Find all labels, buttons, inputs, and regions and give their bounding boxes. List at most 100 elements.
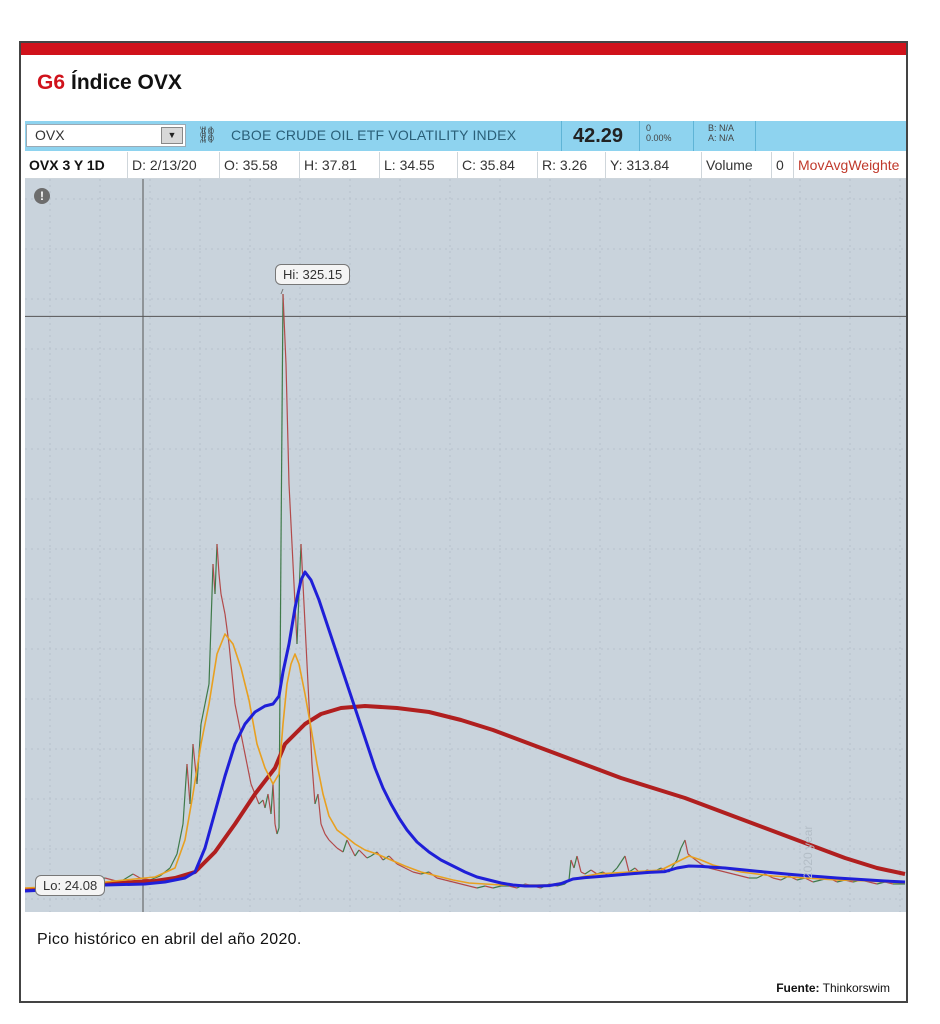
info-close: C: 35.84: [458, 152, 538, 178]
change-block: 0 0.00%: [646, 123, 672, 143]
last-price: 42.29: [573, 125, 624, 147]
medium-moving-average-line: [25, 570, 906, 893]
price-segment: [336, 847, 344, 853]
link-chain-icon[interactable]: ⛓: [197, 127, 218, 144]
price-segment: [264, 793, 269, 809]
price-segment: [234, 703, 240, 725]
pct-change: 0.00%: [646, 133, 672, 143]
price-segment: [282, 293, 287, 365]
net-change: 0: [646, 123, 652, 133]
chart-plot-area[interactable]: ! Hi: 325.15 Lo: 24.08 2020 year: [25, 179, 906, 912]
data-info-bar: OVX 3 Y 1D D: 2/13/20 O: 35.58 H: 37.81 …: [25, 152, 906, 179]
price-segment: [576, 855, 582, 873]
price-segment: [724, 871, 734, 875]
chart-svg: [25, 179, 906, 912]
price-segment: [590, 869, 598, 875]
alert-icon[interactable]: !: [34, 188, 50, 204]
price-segment: [772, 877, 782, 881]
price-segment: [311, 763, 316, 805]
chevron-down-icon[interactable]: ▼: [161, 127, 183, 144]
quote-toolbar: OVX ▼ ⛓ CBOE CRUDE OIL ETF VOLATILITY IN…: [25, 121, 906, 151]
info-y: Y: 313.84: [606, 152, 702, 178]
figure-title-text: Índice OVX: [71, 71, 182, 94]
low-label: Lo: 24.08: [35, 875, 106, 896]
price-segment: [370, 851, 378, 857]
symbol-input[interactable]: OVX ▼: [26, 124, 186, 147]
toolbar-divider: [561, 121, 562, 151]
volume-label: Volume: [702, 152, 772, 178]
info-low: L: 34.55: [380, 152, 458, 178]
price-segment: [484, 885, 494, 889]
accent-bar: [21, 43, 906, 55]
price-segment: [176, 823, 184, 855]
price-segment: [308, 703, 313, 765]
figure-source: Fuente: Thinkorswim: [776, 981, 890, 995]
price-segment: [182, 763, 188, 825]
price-segment: [272, 783, 276, 825]
price-segment: [358, 849, 364, 855]
price-segment: [317, 793, 322, 825]
price-segment: [692, 857, 702, 865]
price-segment: [508, 885, 518, 889]
price-segment: [468, 885, 478, 889]
symbol-description: CBOE CRUDE OIL ETF VOLATILITY INDEX: [231, 127, 517, 143]
figure-frame: G6 Índice OVX OVX ▼ ⛓ CBOE CRUDE OIL ETF …: [19, 41, 908, 1003]
source-label: Fuente:: [776, 981, 820, 995]
price-segment: [684, 839, 689, 855]
price-segment: [291, 543, 296, 605]
price-segment: [732, 873, 742, 877]
toolbar-divider: [639, 121, 640, 151]
price-segment: [354, 849, 360, 857]
price-segment: [332, 843, 338, 849]
price-segment: [452, 881, 462, 885]
grid-lines: [25, 179, 906, 912]
price-segment: [366, 855, 372, 859]
price-segment: [169, 853, 178, 869]
source-value: Thinkorswim: [822, 981, 890, 995]
bid-ask-block: B: N/A A: N/A: [708, 123, 734, 143]
price-segment: [328, 839, 334, 845]
price-segment: [274, 823, 278, 835]
price-segment: [132, 873, 141, 879]
price-segment: [216, 543, 220, 575]
price-segment: [616, 855, 626, 869]
price-segment: [280, 293, 284, 545]
price-segment: [812, 879, 822, 883]
price-segment: [208, 623, 212, 685]
price-segment: [740, 875, 750, 879]
price-segment: [436, 877, 446, 881]
volume-value: 0: [772, 152, 794, 178]
price-segment: [412, 871, 422, 875]
info-high: H: 37.81: [300, 152, 380, 178]
price-segment: [396, 863, 406, 869]
price-segment: [444, 879, 454, 883]
info-range: R: 3.26: [538, 152, 606, 178]
figure-title: G6 Índice OVX: [37, 71, 182, 95]
price-segment: [305, 643, 310, 705]
price-segment: [584, 869, 592, 875]
price-segment: [868, 881, 878, 885]
price-segment: [476, 885, 486, 889]
price-segment: [676, 847, 682, 861]
price-segment: [324, 833, 330, 841]
high-pointer: [280, 288, 284, 295]
study-label[interactable]: MovAvgWeighte: [798, 157, 900, 173]
toolbar-divider: [755, 121, 756, 151]
toolbar-divider: [693, 121, 694, 151]
price-segment: [568, 859, 572, 881]
price-segment: [200, 703, 206, 725]
short-moving-average-line: [25, 633, 906, 889]
price-segment: [350, 847, 356, 857]
price-segment: [214, 543, 218, 595]
year-watermark: 2020 year: [801, 825, 815, 879]
price-segment: [189, 743, 194, 805]
price-segment: [204, 683, 210, 705]
price-segment: [242, 743, 248, 765]
figure-caption: Pico histórico en abril del año 2020.: [37, 931, 302, 948]
price-segment: [716, 869, 726, 873]
price-segment: [342, 839, 348, 853]
info-open: O: 35.58: [220, 152, 300, 178]
price-segment: [460, 883, 470, 887]
chart-period[interactable]: OVX 3 Y 1D: [25, 152, 128, 178]
price-segment: [573, 855, 578, 869]
